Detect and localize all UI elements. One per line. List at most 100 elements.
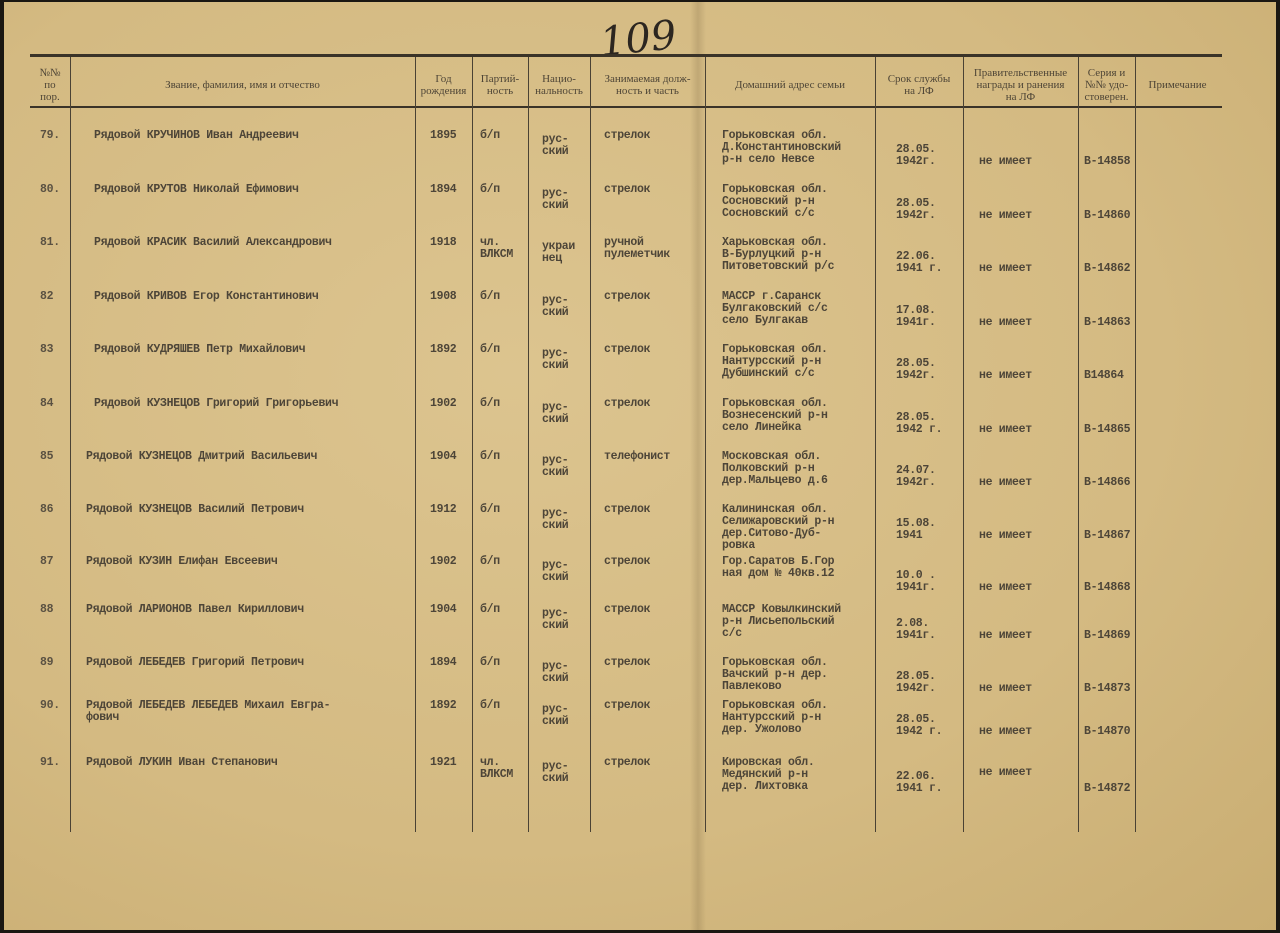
- certificate-serial: В14864: [1084, 369, 1124, 382]
- birth-year: 1918: [430, 236, 457, 249]
- home-address: Московская обл. Полковский р-н дер.Мальц…: [722, 450, 828, 487]
- column-header: №№ по пор.: [39, 67, 61, 103]
- party-membership: б/п: [480, 603, 500, 616]
- home-address: МАССР г.Саранск Булгаковский с/с село Бу…: [722, 290, 828, 327]
- certificate-serial: В-14867: [1084, 529, 1131, 542]
- awards: не имеет: [979, 725, 1032, 738]
- party-membership: б/п: [480, 397, 500, 410]
- page-number: 109: [597, 12, 679, 66]
- birth-year: 1912: [430, 503, 457, 516]
- certificate-serial: В-14869: [1084, 629, 1131, 642]
- column-divider: [1078, 57, 1079, 832]
- awards: не имеет: [979, 476, 1032, 489]
- party-membership: б/п: [480, 503, 500, 516]
- soldier-name: Рядовой КРУЧИНОВ Иван Андреевич: [94, 129, 299, 142]
- header-bottom-rule: [30, 106, 1222, 108]
- position: стрелок: [604, 656, 651, 669]
- party-membership: б/п: [480, 656, 500, 669]
- certificate-serial: В-14872: [1084, 782, 1131, 795]
- birth-year: 1894: [430, 183, 457, 196]
- party-membership: б/п: [480, 555, 500, 568]
- soldier-name: Рядовой КРУТОВ Николай Ефимович: [94, 183, 299, 196]
- soldier-name: Рядовой КРИВОВ Егор Константинович: [94, 290, 319, 303]
- soldier-name: Рядовой ЛУКИН Иван Степанович: [86, 756, 278, 769]
- row-number: 88: [40, 603, 54, 616]
- column-header: Занимаемая долж- ность и часть: [604, 73, 691, 97]
- home-address: Калининская обл. Селижаровский р-н дер.С…: [722, 503, 835, 552]
- service-start-date: 28.05. 1942 г.: [896, 713, 943, 738]
- row-number: 81.: [40, 236, 60, 249]
- birth-year: 1892: [430, 699, 457, 712]
- certificate-serial: В-14866: [1084, 476, 1131, 489]
- position: стрелок: [604, 397, 651, 410]
- service-start-date: 10.0 . 1941г.: [896, 569, 936, 594]
- nationality: рус- ский: [542, 347, 569, 372]
- nationality: рус- ский: [542, 607, 569, 632]
- certificate-serial: В-14860: [1084, 209, 1131, 222]
- column-divider: [1135, 57, 1136, 832]
- birth-year: 1904: [430, 450, 457, 463]
- service-start-date: 28.05. 1942г.: [896, 197, 936, 222]
- position: стрелок: [604, 129, 651, 142]
- nationality: рус- ский: [542, 401, 569, 426]
- party-membership: чл. ВЛКСМ: [480, 756, 514, 781]
- header-top-rule: [30, 54, 1222, 57]
- nationality: рус- ский: [542, 559, 569, 584]
- soldier-name: Рядовой КУЗНЕЦОВ Василий Петрович: [86, 503, 304, 516]
- soldier-name: Рядовой КУЗНЕЦОВ Дмитрий Васильевич: [86, 450, 318, 463]
- home-address: МАССР Ковылкинский р-н Лисьепольский с/с: [722, 603, 841, 640]
- column-header: Срок службы на ЛФ: [887, 73, 951, 97]
- nationality: рус- ский: [542, 294, 569, 319]
- soldier-name: Рядовой ЛЕБЕДЕВ Григорий Петрович: [86, 656, 304, 669]
- home-address: Горьковская обл. Нантурсский р-н дер. Уж…: [722, 699, 828, 736]
- service-start-date: 22.06. 1941 г.: [896, 770, 943, 795]
- home-address: Горьковская обл. Нантурсский р-н Дубшинс…: [722, 343, 828, 380]
- awards: не имеет: [979, 682, 1032, 695]
- position: стрелок: [604, 555, 651, 568]
- awards: не имеет: [979, 423, 1032, 436]
- row-number: 80.: [40, 183, 60, 196]
- certificate-serial: В-14862: [1084, 262, 1131, 275]
- row-number: 87: [40, 555, 54, 568]
- party-membership: б/п: [480, 343, 500, 356]
- position: стрелок: [604, 290, 651, 303]
- soldier-name: Рядовой КУЗНЕЦОВ Григорий Григорьевич: [94, 397, 339, 410]
- awards: не имеет: [979, 316, 1032, 329]
- service-start-date: 2.08. 1941г.: [896, 617, 936, 642]
- column-header: Правительственные награды и ранения на Л…: [973, 67, 1068, 103]
- position: стрелок: [604, 183, 651, 196]
- column-header: Нацио- нальность: [535, 73, 583, 97]
- service-start-date: 28.05. 1942г.: [896, 357, 936, 382]
- soldier-name: Рядовой ЛАРИОНОВ Павел Кириллович: [86, 603, 304, 616]
- soldier-name: Рядовой КУДРЯШЕВ Петр Михайлович: [94, 343, 306, 356]
- certificate-serial: В-14865: [1084, 423, 1131, 436]
- column-divider: [528, 57, 529, 832]
- party-membership: б/п: [480, 699, 500, 712]
- party-membership: б/п: [480, 450, 500, 463]
- nationality: рус- ский: [542, 187, 569, 212]
- awards: не имеет: [979, 629, 1032, 642]
- service-start-date: 28.05. 1942 г.: [896, 411, 943, 436]
- party-membership: б/п: [480, 183, 500, 196]
- awards: не имеет: [979, 262, 1032, 275]
- birth-year: 1904: [430, 603, 457, 616]
- position: стрелок: [604, 503, 651, 516]
- nationality: рус- ский: [542, 454, 569, 479]
- column-header: Серия и №№ удо- стоверен.: [1084, 67, 1129, 103]
- service-start-date: 22.06. 1941 г.: [896, 250, 943, 275]
- row-number: 89: [40, 656, 54, 669]
- service-start-date: 28.05. 1942г.: [896, 143, 936, 168]
- row-number: 90.: [40, 699, 60, 712]
- certificate-serial: В-14858: [1084, 155, 1131, 168]
- column-divider: [70, 57, 71, 832]
- row-number: 91.: [40, 756, 60, 769]
- column-divider: [590, 57, 591, 832]
- birth-year: 1902: [430, 397, 457, 410]
- birth-year: 1894: [430, 656, 457, 669]
- column-header: Примечание: [1148, 79, 1207, 91]
- column-divider: [963, 57, 964, 832]
- birth-year: 1892: [430, 343, 457, 356]
- certificate-serial: В-14863: [1084, 316, 1131, 329]
- row-number: 83: [40, 343, 54, 356]
- document-sheet: 109 №№ по пор. Звание, фамилия, имя и отч…: [4, 2, 1276, 930]
